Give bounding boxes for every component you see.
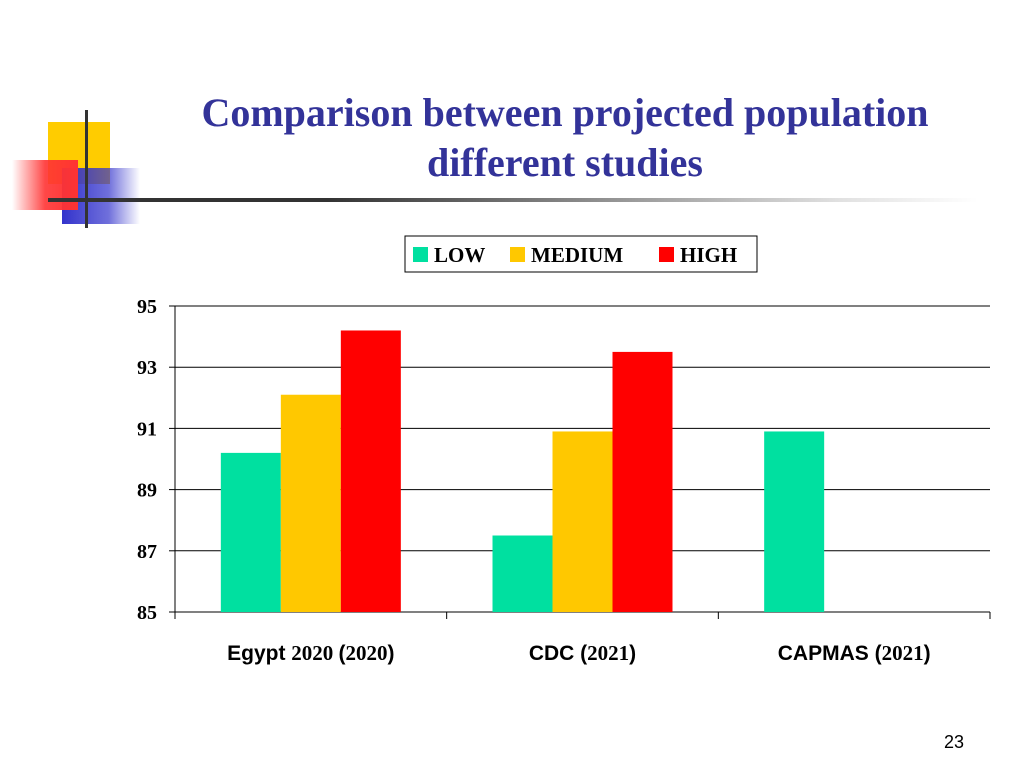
deco-vertical-line xyxy=(85,110,88,228)
slide-title-line-2: different studies xyxy=(427,140,703,185)
slide-decoration xyxy=(12,110,140,228)
slide-title: Comparison between projected population … xyxy=(130,88,1000,188)
x-category-label: CDC (2021) xyxy=(529,641,636,665)
legend-label-medium: MEDIUM xyxy=(531,243,623,267)
y-tick-label: 85 xyxy=(137,602,157,624)
y-tick-label: 93 xyxy=(137,357,157,379)
y-tick-label: 89 xyxy=(137,480,157,502)
bar-medium xyxy=(552,431,613,612)
legend-label-high: HIGH xyxy=(680,243,737,267)
bar-medium xyxy=(280,394,341,612)
page-number: 23 xyxy=(943,732,964,752)
x-category-label: Egypt 2020 (2020) xyxy=(227,641,394,665)
bar-high xyxy=(340,330,401,612)
legend-swatch-low xyxy=(413,247,428,262)
legend-swatch-high xyxy=(659,247,674,262)
slide-title-line-1: Comparison between projected population xyxy=(201,90,929,135)
x-category-label: CAPMAS (2021) xyxy=(778,641,931,665)
y-tick-label: 95 xyxy=(137,296,157,318)
legend-box xyxy=(404,235,758,273)
legend-swatch-medium xyxy=(510,247,525,262)
title-underline xyxy=(48,198,978,202)
legend-label-low: LOW xyxy=(434,243,485,267)
bar-low xyxy=(220,452,281,612)
bar-low xyxy=(764,431,825,612)
y-tick-label: 87 xyxy=(137,541,157,563)
bar-high xyxy=(612,351,673,612)
bar-low xyxy=(492,535,553,612)
y-tick-label: 91 xyxy=(137,418,157,440)
